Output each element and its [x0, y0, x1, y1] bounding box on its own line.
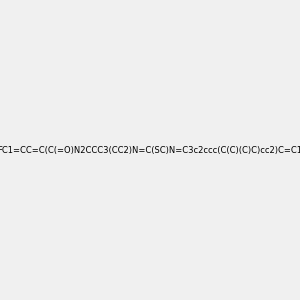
Text: FC1=CC=C(C(=O)N2CCC3(CC2)N=C(SC)N=C3c2ccc(C(C)(C)C)cc2)C=C1: FC1=CC=C(C(=O)N2CCC3(CC2)N=C(SC)N=C3c2cc… [0, 146, 300, 154]
